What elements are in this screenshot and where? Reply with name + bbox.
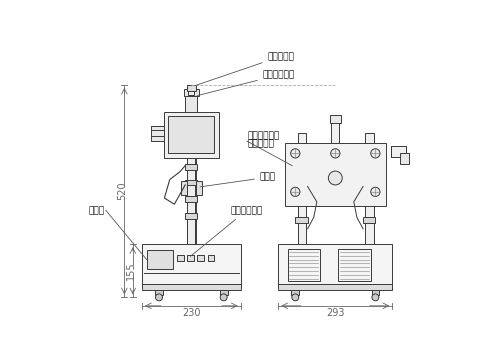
Bar [363,217,375,223]
Text: フレキシブル: フレキシブル [248,131,280,140]
Bar [188,85,194,95]
Text: 293: 293 [326,308,345,318]
Circle shape [371,149,380,158]
Text: エアダンパ: エアダンパ [195,52,294,85]
Bar [295,198,308,204]
Bar [278,244,392,284]
Bar [363,183,375,188]
Bar [184,89,199,96]
Circle shape [291,187,300,196]
Bar [288,249,320,281]
Bar [155,290,163,295]
Text: 操作スイッチ: 操作スイッチ [191,206,263,256]
Bar [291,290,299,295]
Text: センサ: センサ [200,173,276,187]
Bar [187,85,196,91]
Bar [142,244,240,284]
Bar [298,133,306,244]
Circle shape [291,149,300,158]
Bar [363,198,375,204]
Bar [164,112,219,158]
Bar [295,217,308,223]
Bar [285,143,386,206]
Bar [207,255,215,261]
Text: 155: 155 [125,262,135,280]
Bar [187,85,196,244]
Bar [185,164,197,170]
Bar [220,290,228,295]
Circle shape [372,294,379,301]
Bar [147,250,173,269]
Bar [180,181,187,195]
Bar [178,255,184,261]
Bar [295,183,308,188]
Bar [364,171,374,180]
Bar [185,95,197,112]
Bar [197,255,204,261]
Bar [391,147,406,157]
Bar [188,255,194,261]
Circle shape [220,294,227,301]
Circle shape [371,187,380,196]
Text: 上下ハンドル: 上下ハンドル [197,70,295,96]
Bar [400,153,409,164]
Bar [365,133,374,244]
Circle shape [292,294,299,301]
Circle shape [331,149,340,158]
Bar [196,181,202,195]
Bar [330,115,341,122]
Bar [151,126,164,141]
Bar [278,284,392,290]
Text: 230: 230 [182,308,201,318]
Bar [185,196,197,202]
Bar [188,158,195,244]
Bar [185,179,197,185]
Bar [338,249,371,281]
Circle shape [328,171,342,185]
Bar [332,121,339,143]
Text: ジョイント: ジョイント [248,139,275,148]
Bar [372,290,379,295]
Bar [142,284,240,290]
Circle shape [156,294,162,301]
Bar [168,116,215,153]
Text: 表示部: 表示部 [89,206,105,215]
Bar [185,213,197,219]
Text: 520: 520 [117,182,127,200]
Bar [296,171,307,180]
